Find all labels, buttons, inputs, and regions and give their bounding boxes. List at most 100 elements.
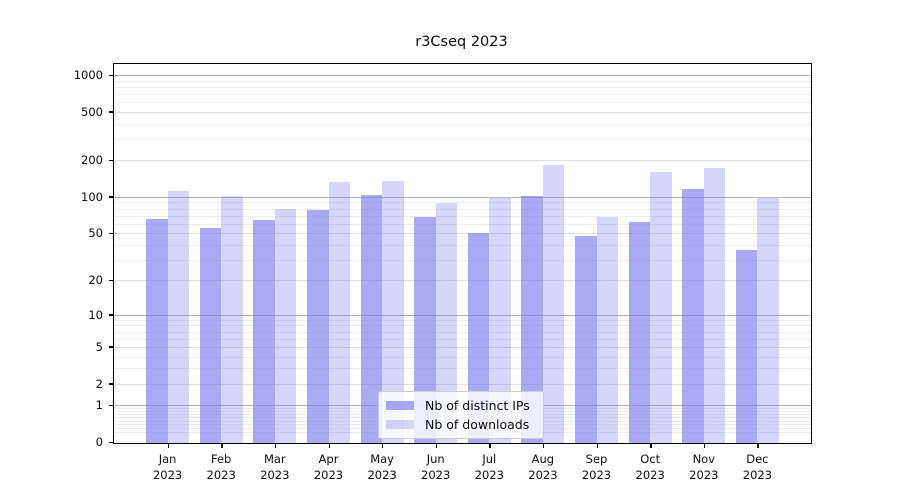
bar-downloads-jul — [489, 198, 511, 443]
gridline-300 — [114, 138, 811, 140]
gridline-9 — [114, 319, 811, 321]
y-tick-20 — [109, 279, 113, 282]
x-tick-label-may: May 2023 — [367, 452, 397, 482]
legend: Nb of distinct IPs Nb of downloads — [378, 391, 544, 439]
gridline-5 — [114, 346, 811, 348]
y-tick-500 — [109, 111, 113, 113]
x-tick-label-nov: Nov 2023 — [689, 452, 719, 482]
bar-distinct-ips-oct — [628, 222, 651, 443]
x-tick-dec — [757, 444, 759, 448]
gridline-90 — [114, 202, 811, 204]
x-tick-sep — [596, 444, 598, 448]
x-tick-jul — [489, 444, 491, 448]
bar-downloads-feb — [221, 196, 243, 443]
gridline-900 — [114, 80, 811, 82]
gridline-200 — [114, 160, 811, 162]
gridline-800 — [114, 86, 811, 88]
x-tick-mar — [274, 444, 277, 448]
bar-downloads-dec — [757, 198, 779, 443]
y-tick-label-10: 10 — [88, 307, 103, 322]
y-tick-100 — [109, 196, 113, 198]
x-tick-nov — [703, 444, 706, 448]
bar-downloads-jan — [167, 191, 190, 443]
x-tick-jan — [167, 444, 169, 448]
gridline-6 — [114, 338, 811, 340]
bar-distinct-ips-aug — [521, 195, 543, 443]
bar-distinct-ips-jun — [414, 216, 436, 443]
x-tick-label-aug: Aug 2023 — [528, 452, 558, 482]
gridline-4 — [114, 356, 811, 358]
gridline-20 — [114, 280, 811, 282]
bar-downloads-nov — [703, 167, 726, 443]
y-tick-2 — [109, 383, 113, 385]
gridline-70 — [114, 215, 811, 217]
gridline-10 — [114, 314, 811, 316]
gridline-3 — [114, 368, 811, 370]
gridline-8 — [114, 325, 811, 327]
y-tick-5 — [109, 346, 113, 348]
x-tick-label-apr: Apr 2023 — [313, 452, 344, 482]
y-tick-label-100: 100 — [81, 189, 103, 204]
bar-downloads-may — [382, 180, 404, 443]
gridline-2 — [114, 383, 811, 385]
y-tick-1 — [109, 404, 113, 407]
gridline-7 — [114, 331, 811, 333]
y-tick-label-1: 1 — [95, 398, 103, 413]
x-tick-label-jul: Jul 2023 — [474, 452, 504, 482]
bar-distinct-ips-jul — [467, 233, 490, 443]
bar-downloads-apr — [328, 182, 350, 443]
bar-distinct-ips-mar — [253, 220, 275, 443]
x-tick-label-feb: Feb 2023 — [206, 452, 236, 482]
bar-downloads-mar — [274, 208, 297, 443]
bar-downloads-oct — [650, 171, 672, 443]
gridline-400 — [114, 123, 811, 125]
y-tick-label-5: 5 — [95, 339, 103, 354]
gridline-60 — [114, 223, 811, 225]
gridline-40 — [114, 244, 811, 246]
legend-row-downloads: Nb of downloads — [386, 417, 535, 432]
y-tick-1000 — [109, 74, 113, 76]
x-tick-feb — [221, 444, 223, 448]
y-tick-label-1000: 1000 — [73, 68, 103, 82]
bar-downloads-jun — [435, 202, 458, 443]
bar-distinct-ips-nov — [682, 189, 704, 443]
y-tick-200 — [109, 159, 113, 162]
x-tick-label-mar: Mar 2023 — [260, 452, 290, 482]
gridline-600 — [114, 102, 811, 104]
x-tick-aug — [542, 444, 545, 448]
bar-downloads-sep — [596, 217, 618, 443]
x-tick-label-oct: Oct 2023 — [635, 452, 665, 482]
gridline-50 — [114, 233, 811, 235]
bar-downloads-aug — [542, 164, 565, 443]
y-tick-label-20: 20 — [88, 273, 103, 288]
x-tick-oct — [650, 444, 652, 448]
chart-title: r3Cseq 2023 — [415, 34, 508, 50]
bar-distinct-ips-may — [360, 195, 383, 443]
legend-row-distinct-ips: Nb of distinct IPs — [386, 398, 535, 413]
x-tick-label-jun: Jun 2023 — [421, 452, 451, 482]
bar-distinct-ips-jan — [146, 218, 168, 443]
x-tick-apr — [328, 444, 330, 448]
x-tick-jun — [435, 444, 438, 448]
y-tick-label-500: 500 — [81, 104, 103, 119]
gridline-500 — [114, 111, 811, 113]
bar-distinct-ips-feb — [199, 228, 222, 443]
y-tick-10 — [109, 314, 113, 316]
y-tick-label-0: 0 — [95, 435, 103, 449]
bar-distinct-ips-dec — [735, 249, 758, 443]
gridline-100 — [114, 196, 811, 198]
gridline-30 — [114, 259, 811, 261]
y-tick-0 — [109, 441, 113, 443]
bar-distinct-ips-sep — [575, 236, 597, 443]
legend-label: Nb of downloads — [425, 417, 530, 432]
x-tick-label-sep: Sep 2023 — [581, 452, 612, 482]
y-tick-label-2: 2 — [95, 376, 103, 391]
y-tick-label-50: 50 — [88, 226, 103, 241]
x-tick-may — [382, 444, 384, 448]
plot-area: 0 1 2 5 10 20 50 100 200 500 1000 Jan 2023 Feb 2023… — [74, 63, 812, 482]
bar-distinct-ips-apr — [307, 209, 329, 443]
legend-swatch-distinct-ips — [386, 401, 414, 410]
x-tick-label-jan: Jan 2023 — [152, 452, 183, 482]
gridline-700 — [114, 93, 811, 95]
